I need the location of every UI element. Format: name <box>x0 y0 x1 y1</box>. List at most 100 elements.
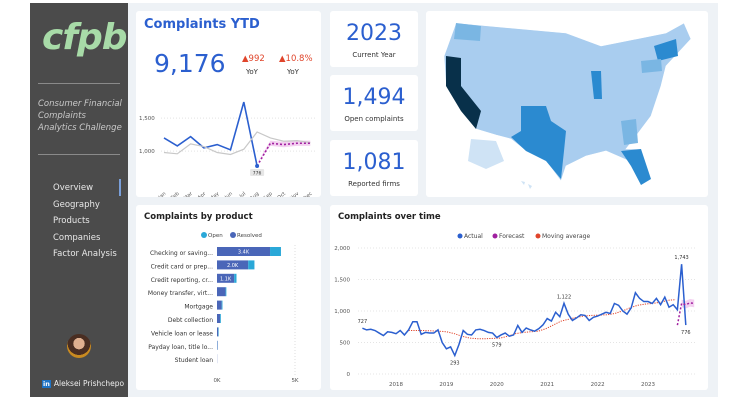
state-alaska <box>468 139 504 169</box>
nav-overview[interactable]: Overview <box>53 183 94 193</box>
nav-menu: Overview Geography Products Companies Fa… <box>53 180 117 263</box>
sidebar: cfpb Consumer Financial Complaints Analy… <box>30 3 128 397</box>
author-name: Aleksei Prishchepo <box>53 379 125 388</box>
bar-data-label: 1.1K <box>220 276 232 282</box>
bar-resolved <box>217 300 222 310</box>
x-tick-label: 2020 <box>490 382 504 388</box>
state-california <box>446 56 481 129</box>
state-pennsylvania <box>641 59 662 73</box>
data-label: 1,743 <box>674 255 688 261</box>
x-tick-label: Dec <box>302 191 313 197</box>
category-label: Credit card or prep... <box>151 263 214 270</box>
category-label: Money transfer, virt... <box>148 290 213 297</box>
bar-resolved <box>217 247 271 256</box>
divider <box>38 83 120 84</box>
time-card: Complaints over time Actual Forecast Movin… <box>330 205 708 390</box>
kpi-label: Current Year <box>352 51 396 59</box>
x-tick-label: 0K <box>213 378 220 384</box>
y-tick-label: 1,500 <box>334 278 350 284</box>
legend-marker <box>535 233 541 239</box>
bar-resolved <box>217 287 226 297</box>
bar-open <box>225 287 227 297</box>
y-tick-label: 1,000 <box>334 309 350 315</box>
category-label: Credit reporting, cr... <box>151 277 213 284</box>
time-title: Complaints over time <box>338 212 441 222</box>
nav-geography[interactable]: Geography <box>53 199 100 210</box>
x-tick-label: Feb <box>170 191 181 197</box>
us-choropleth-map[interactable] <box>426 11 708 197</box>
category-label: Payday loan, title lo... <box>148 344 213 351</box>
state-washington <box>454 23 481 41</box>
y-tick-label: 0 <box>347 372 351 378</box>
divider <box>38 154 120 155</box>
series-line <box>163 101 258 167</box>
author-link[interactable]: in Aleksei Prishchepo <box>42 379 124 388</box>
bar-open <box>220 314 221 323</box>
kpi-value: 1,494 <box>342 85 406 110</box>
yoy-delta-pct: ▲10.8% <box>279 54 313 64</box>
forecast-line <box>676 302 695 326</box>
category-label: Vehicle loan or lease <box>151 330 213 337</box>
us-map-card <box>426 11 708 197</box>
state-florida <box>621 149 651 185</box>
tooltip-box <box>250 168 265 176</box>
bar-resolved <box>217 314 221 323</box>
legend-label: Forecast <box>499 233 525 240</box>
x-tick-label: 2023 <box>641 382 655 388</box>
x-tick-label: Sep <box>263 191 274 197</box>
data-label: 727 <box>358 319 368 325</box>
x-tick-label: May <box>209 191 221 197</box>
bar-data-label: 3.4K <box>238 250 250 256</box>
legend-label: Moving average <box>542 233 590 240</box>
state-georgia <box>621 119 638 145</box>
x-tick-label: Apr <box>197 190 208 197</box>
x-tick-label: 2021 <box>540 382 554 388</box>
y-tick-label: 1,000 <box>139 149 155 155</box>
bar-open <box>248 260 255 270</box>
legend-open: Open <box>208 233 223 239</box>
kpi-current-year: 2023 Current Year <box>330 11 418 67</box>
bar-resolved <box>217 260 249 270</box>
data-label: 1,122 <box>557 294 571 300</box>
kpi-value: 2023 <box>346 21 402 46</box>
state-hawaii <box>521 181 532 189</box>
x-tick-label: Jan <box>157 191 168 197</box>
ytd-card: Complaints YTD 9,176 ▲992 YoY ▲10.8% YoY… <box>136 11 321 197</box>
legend-open-marker <box>201 232 207 238</box>
ytd-line-chart: 1,000 1,500 776 Jan Feb Mar Apr May Jun Jul Aug Sep… <box>139 101 316 197</box>
kpi-label: Reported firms <box>348 180 400 188</box>
bar-data-label: 2.0K <box>227 263 239 269</box>
yoy-label: YoY <box>246 68 258 76</box>
legend-resolved-marker <box>230 232 236 238</box>
kpi-open-complaints: 1,494 Open complaints <box>330 75 418 131</box>
tooltip-value: 776 <box>253 170 262 176</box>
y-tick-label: 1,500 <box>139 116 155 122</box>
active-indicator <box>119 179 121 196</box>
x-tick-label: Jun <box>223 191 234 197</box>
series-line <box>163 131 311 156</box>
x-tick-label: Oct <box>276 191 287 197</box>
moving-average-line <box>408 299 676 340</box>
actual-line <box>362 264 687 358</box>
nav-companies[interactable]: Companies <box>53 232 101 243</box>
nav-products[interactable]: Products <box>53 216 90 226</box>
category-label: Debt collection <box>168 317 213 324</box>
x-tick-label: 2018 <box>389 382 403 388</box>
state-texas <box>511 106 566 179</box>
linkedin-icon: in <box>42 380 51 388</box>
bar-open <box>221 300 223 310</box>
ytd-title: Complaints YTD <box>144 17 260 32</box>
products-card: Complaints by product Open Resolved Checki… <box>136 205 321 390</box>
cfpb-logo: cfpb <box>42 17 128 58</box>
x-tick-label: 5K <box>291 378 298 384</box>
x-tick-label: Nov <box>289 191 300 197</box>
products-title: Complaints by product <box>144 212 253 222</box>
data-label: 579 <box>492 343 502 349</box>
complaints-time-chart: Actual Forecast Moving average 0 500 1,000 1,5… <box>334 233 696 388</box>
bar-open <box>234 273 237 283</box>
category-label: Mortgage <box>184 304 213 311</box>
bar-open <box>270 247 281 256</box>
ytd-value: 9,176 <box>154 49 226 78</box>
tagline: Consumer Financial Complaints Analytics … <box>38 99 122 133</box>
nav-factor-analysis[interactable]: Factor Analysis <box>53 249 117 259</box>
